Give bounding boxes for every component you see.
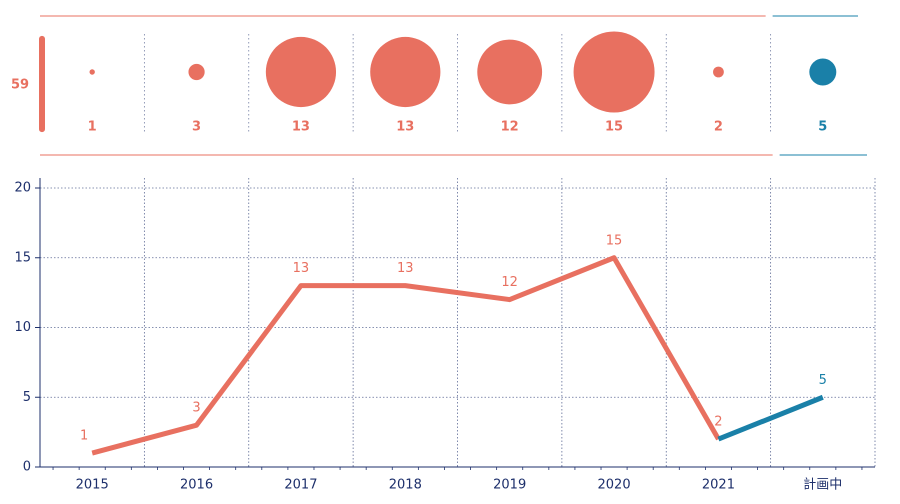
bubble-label: 1 xyxy=(88,120,97,135)
data-label: 2 xyxy=(714,415,722,430)
x-tick-label: 2020 xyxy=(598,478,631,493)
x-tick-label: 2017 xyxy=(284,478,317,493)
x-tick-label: 2018 xyxy=(389,478,422,493)
bubble-label: 12 xyxy=(501,120,519,135)
data-label: 5 xyxy=(819,373,827,388)
bubble xyxy=(809,58,837,86)
x-tick-label: 2016 xyxy=(180,478,213,493)
data-label: 13 xyxy=(293,261,310,276)
bubble xyxy=(265,36,337,108)
data-label: 12 xyxy=(501,275,518,290)
x-tick-label: 2021 xyxy=(702,478,735,493)
bubble xyxy=(477,39,543,105)
y-tick-label: 20 xyxy=(14,181,31,196)
bubble-label: 13 xyxy=(396,120,414,135)
y-tick-label: 10 xyxy=(14,320,31,335)
x-tick-label: 計画中 xyxy=(803,477,842,493)
bubble xyxy=(370,36,441,108)
bubble-label: 13 xyxy=(292,120,310,135)
data-label: 3 xyxy=(192,401,200,416)
data-label: 13 xyxy=(397,261,414,276)
data-label: 1 xyxy=(80,429,88,444)
bubble-label: 3 xyxy=(192,120,201,135)
y-tick-label: 5 xyxy=(23,390,31,405)
y-tick-label: 0 xyxy=(23,460,31,475)
bubble-label: 2 xyxy=(714,120,723,135)
data-label: 15 xyxy=(606,233,623,248)
bubble xyxy=(188,63,205,81)
total-label: 59 xyxy=(11,78,29,93)
total-bar xyxy=(39,35,45,133)
bubble xyxy=(573,31,655,113)
bubble xyxy=(713,66,724,78)
bubble-label: 15 xyxy=(605,120,623,135)
line-series xyxy=(91,255,721,456)
x-tick-label: 2015 xyxy=(76,478,109,493)
bubble-label: 5 xyxy=(818,120,827,135)
x-tick-label: 2019 xyxy=(493,478,526,493)
bubble xyxy=(89,69,95,75)
y-tick-label: 15 xyxy=(14,250,31,265)
line-series xyxy=(717,394,824,442)
